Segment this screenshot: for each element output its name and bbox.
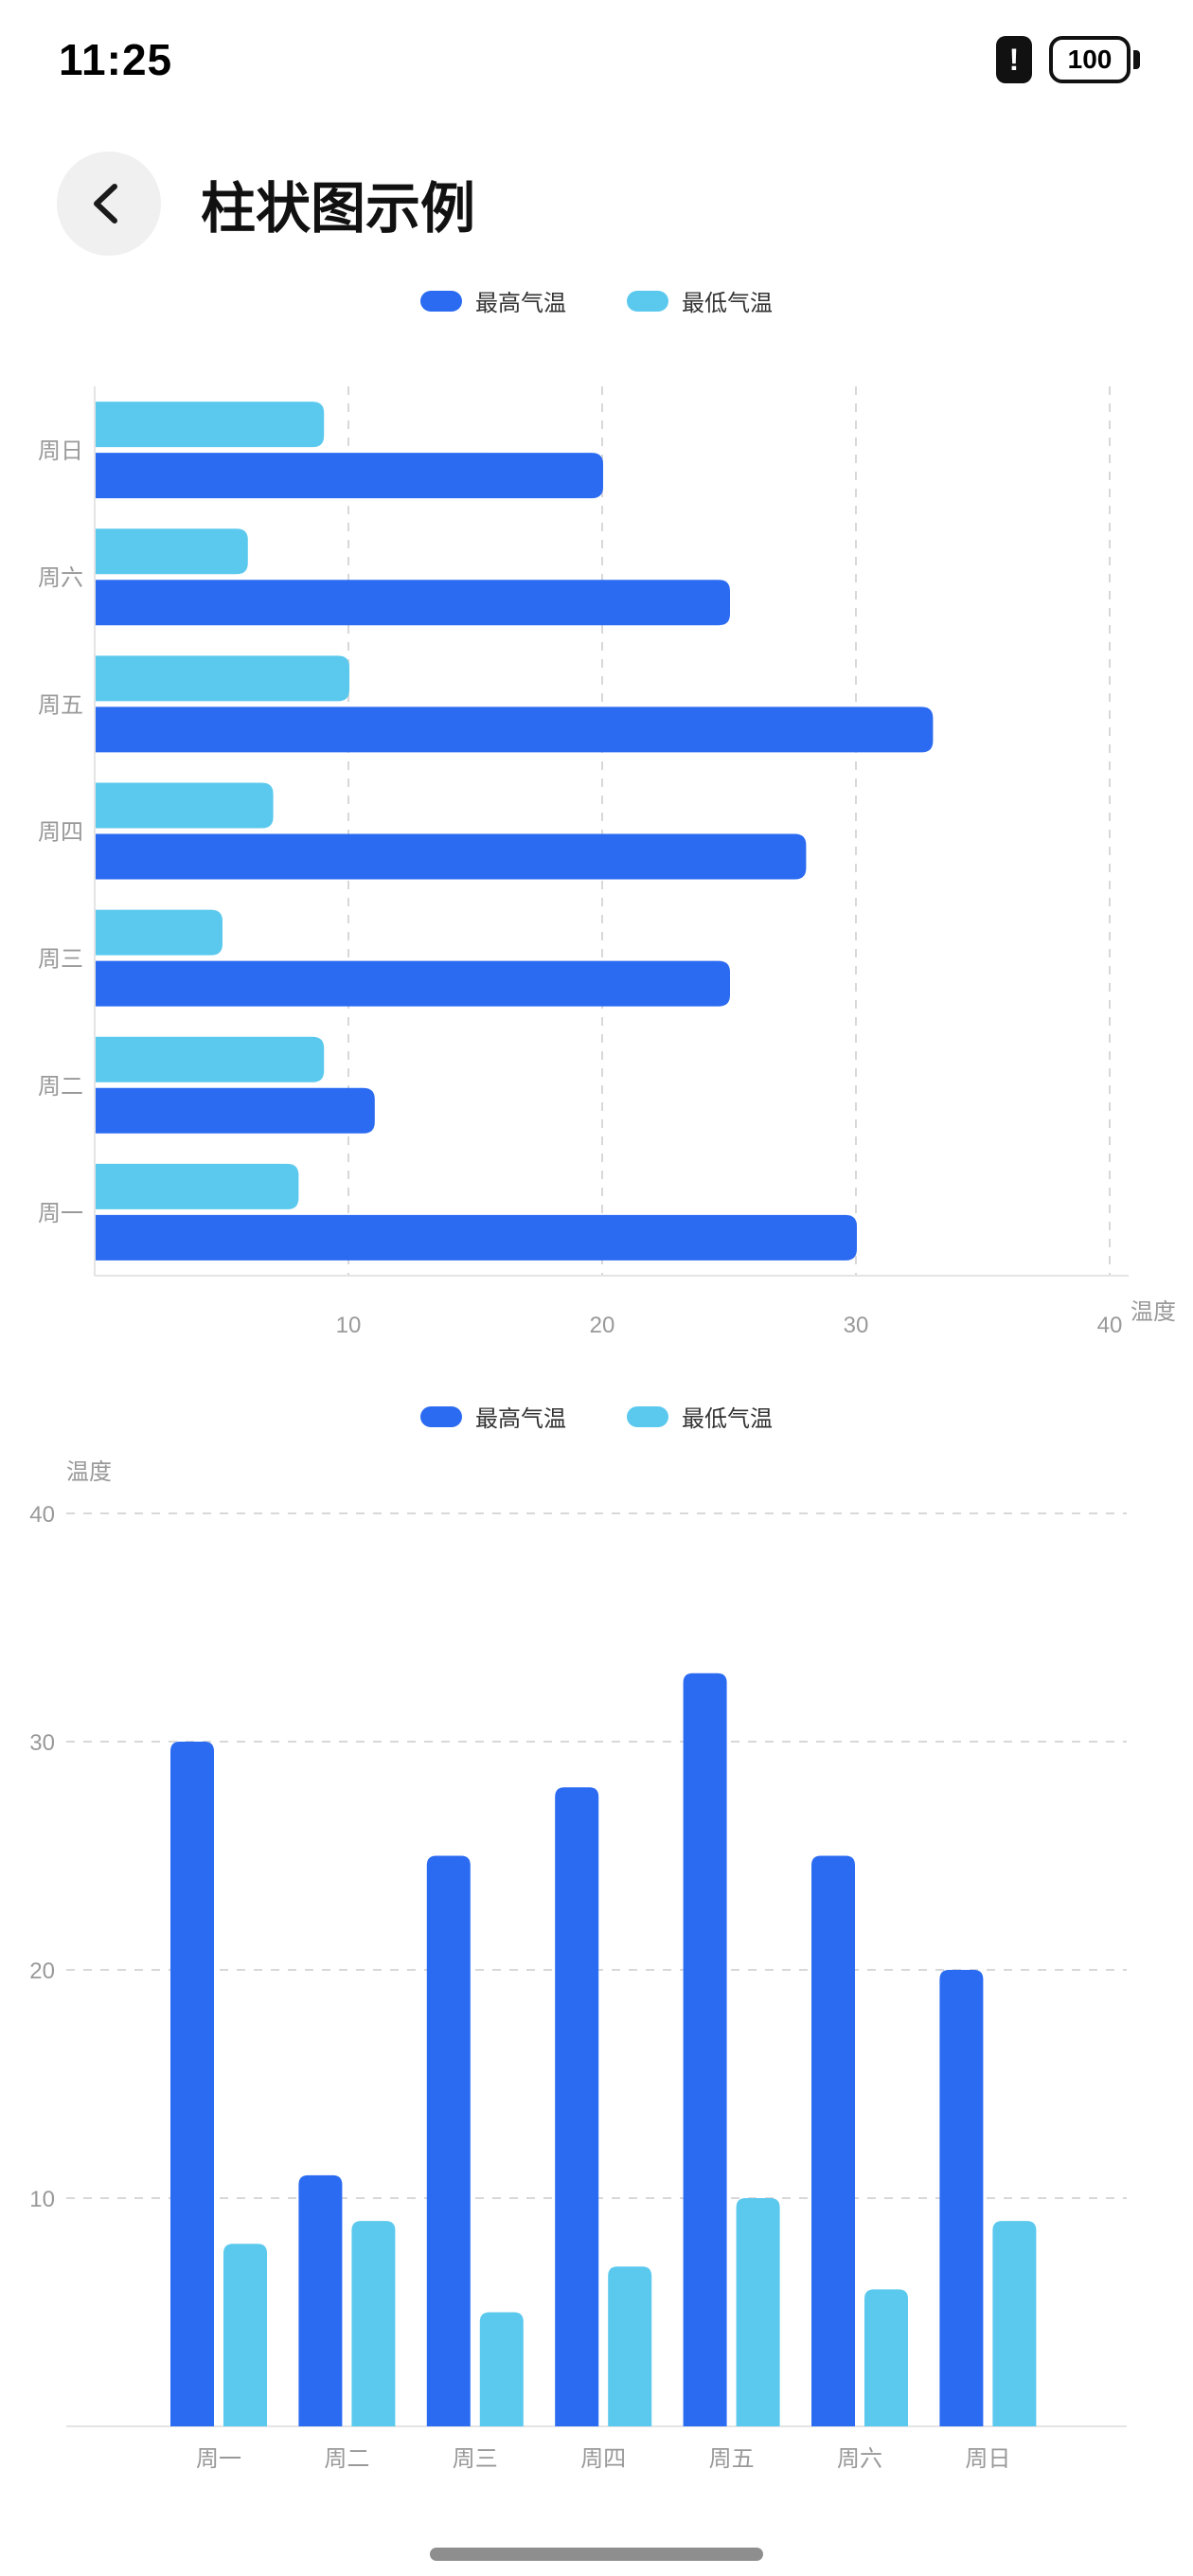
bar-high-周二[interactable]: [298, 2174, 343, 2426]
x-tick-label: 40: [1097, 1313, 1123, 1338]
legend-swatch: [627, 290, 668, 312]
bar-high-周三[interactable]: [96, 960, 730, 1007]
bar-high-周五[interactable]: [96, 707, 934, 753]
page-title: 柱状图示例: [201, 178, 476, 240]
category-label: 周三: [453, 2446, 498, 2472]
battery-level: 100: [1049, 36, 1131, 83]
bar-low-周四[interactable]: [608, 2266, 652, 2426]
y-tick-label: 10: [29, 2187, 55, 2212]
category-label: 周日: [38, 438, 83, 464]
bar-high-周日[interactable]: [939, 1970, 984, 2426]
bar-high-周四[interactable]: [555, 1787, 599, 2426]
y-tick-label: 40: [29, 1502, 55, 1528]
back-button[interactable]: [57, 152, 161, 256]
y-axis-title: 温度: [66, 1459, 112, 1485]
page-header: 柱状图示例: [57, 152, 475, 256]
legend-item-low-temp[interactable]: 最低气温: [627, 284, 773, 317]
bar-high-周三[interactable]: [426, 1855, 471, 2427]
x-axis-title: 温度: [1131, 1299, 1176, 1325]
legend-label: 最低气温: [682, 1406, 773, 1432]
bar-low-周五[interactable]: [736, 2198, 780, 2426]
bar-low-周五[interactable]: [96, 655, 349, 702]
category-label: 周一: [38, 1201, 83, 1226]
bar-low-周日[interactable]: [992, 2221, 1037, 2426]
x-tick-label: 10: [336, 1313, 362, 1338]
y-tick-label: 20: [29, 1959, 55, 1984]
category-label: 周三: [38, 947, 83, 973]
status-icons: ! 100: [996, 36, 1140, 83]
category-label: 周六: [837, 2446, 882, 2472]
battery-icon: 100: [1049, 36, 1140, 83]
chart2-legend: 最高气温 最低气温: [0, 1400, 1193, 1433]
bar-low-周二[interactable]: [351, 2221, 396, 2426]
bar-low-周一[interactable]: [96, 1163, 299, 1209]
legend-swatch: [420, 1405, 462, 1427]
bar-low-周六[interactable]: [96, 528, 248, 575]
category-label: 周日: [965, 2446, 1010, 2472]
chevron-left-icon: [94, 184, 117, 224]
bar-low-周三[interactable]: [96, 909, 223, 956]
category-label: 周四: [38, 820, 83, 846]
legend-label: 最高气温: [475, 1406, 566, 1432]
category-label: 周四: [580, 2446, 626, 2472]
battery-nub: [1133, 50, 1140, 69]
category-label: 周五: [38, 692, 83, 718]
bar-low-周六[interactable]: [864, 2289, 908, 2426]
chart1-legend: 最高气温 最低气温: [0, 284, 1193, 317]
home-indicator[interactable]: [430, 2548, 763, 2561]
legend-label: 最低气温: [682, 291, 773, 316]
bar-high-周六[interactable]: [811, 1855, 855, 2427]
category-label: 周六: [38, 565, 83, 591]
x-tick-label: 20: [590, 1313, 615, 1338]
status-time: 11:25: [59, 35, 173, 84]
battery-alert-icon: !: [996, 36, 1032, 83]
legend-item-high-temp[interactable]: 最高气温: [420, 1400, 566, 1433]
legend-swatch: [420, 290, 462, 312]
bar-high-周五[interactable]: [683, 1673, 727, 2426]
category-label: 周二: [324, 2446, 369, 2472]
legend-swatch: [627, 1405, 668, 1427]
bar-high-周日[interactable]: [96, 453, 603, 499]
legend-label: 最高气温: [475, 291, 566, 316]
status-bar: 11:25 ! 100: [0, 0, 1193, 106]
bar-low-周四[interactable]: [96, 782, 274, 829]
bar-low-周三[interactable]: [479, 2312, 524, 2427]
bar-high-周四[interactable]: [96, 833, 807, 880]
bar-high-周六[interactable]: [96, 580, 730, 626]
category-label: 周二: [38, 1074, 83, 1100]
bar-low-周日[interactable]: [96, 402, 325, 448]
legend-item-low-temp[interactable]: 最低气温: [627, 1400, 773, 1433]
category-label: 周五: [709, 2446, 755, 2472]
bar-high-周一[interactable]: [96, 1214, 857, 1261]
category-label: 周一: [196, 2446, 241, 2472]
bar-low-周二[interactable]: [96, 1036, 325, 1082]
bar-high-周一[interactable]: [170, 1742, 214, 2426]
y-tick-label: 30: [29, 1730, 55, 1756]
bar-low-周一[interactable]: [223, 2244, 267, 2426]
x-tick-label: 30: [844, 1313, 869, 1338]
bar-high-周二[interactable]: [96, 1087, 375, 1134]
legend-item-high-temp[interactable]: 最高气温: [420, 284, 566, 317]
